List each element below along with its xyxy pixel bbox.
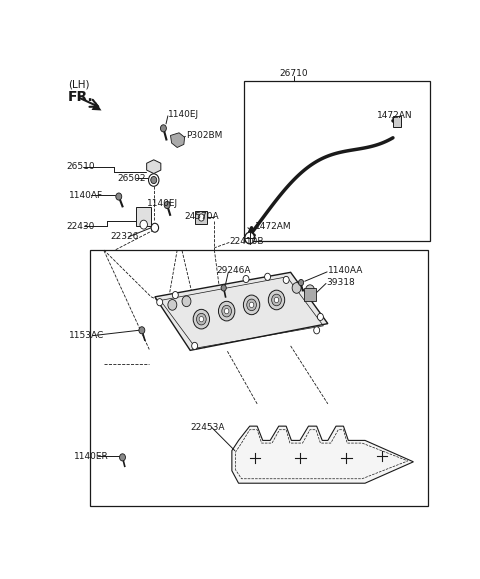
Circle shape — [245, 232, 254, 244]
Circle shape — [172, 291, 178, 299]
Text: 39318: 39318 — [326, 278, 355, 287]
Circle shape — [116, 193, 122, 200]
Circle shape — [264, 273, 271, 280]
Circle shape — [292, 283, 301, 294]
Text: 1140AF: 1140AF — [69, 190, 103, 200]
Text: 1140EJ: 1140EJ — [147, 199, 179, 208]
Text: 1472AM: 1472AM — [255, 222, 292, 232]
Circle shape — [299, 280, 304, 285]
Polygon shape — [232, 426, 413, 483]
Text: 22410B: 22410B — [229, 237, 264, 245]
Circle shape — [151, 223, 158, 232]
Circle shape — [283, 276, 289, 284]
Bar — [136, 207, 151, 226]
Text: 24570A: 24570A — [185, 212, 219, 221]
Circle shape — [196, 313, 206, 325]
Circle shape — [139, 327, 145, 334]
Circle shape — [192, 342, 198, 350]
Circle shape — [268, 290, 285, 310]
Circle shape — [314, 327, 320, 334]
Text: 1140ER: 1140ER — [74, 452, 109, 460]
Text: 26710: 26710 — [279, 69, 308, 78]
Circle shape — [272, 294, 281, 306]
Circle shape — [247, 299, 256, 311]
Circle shape — [148, 174, 159, 186]
Text: P302BM: P302BM — [186, 130, 222, 140]
Text: FR.: FR. — [68, 90, 94, 104]
Circle shape — [182, 296, 191, 307]
Text: 26502: 26502 — [118, 174, 146, 183]
Circle shape — [249, 302, 254, 307]
Polygon shape — [147, 160, 161, 174]
Circle shape — [221, 285, 226, 291]
Circle shape — [225, 309, 229, 314]
Circle shape — [157, 299, 163, 306]
Text: (LH): (LH) — [68, 79, 90, 89]
Circle shape — [243, 276, 249, 283]
Text: 1140AA: 1140AA — [328, 266, 363, 274]
Circle shape — [168, 299, 177, 310]
Text: 22453A: 22453A — [190, 423, 225, 432]
Circle shape — [151, 177, 156, 184]
Bar — [90, 250, 428, 507]
Text: 29246A: 29246A — [216, 266, 251, 276]
Bar — [195, 211, 207, 224]
Circle shape — [164, 201, 170, 208]
Bar — [304, 288, 315, 301]
Circle shape — [274, 297, 279, 303]
Circle shape — [222, 305, 231, 317]
Circle shape — [317, 313, 324, 321]
Text: 1153AC: 1153AC — [69, 331, 105, 340]
Circle shape — [243, 295, 260, 315]
Circle shape — [140, 220, 147, 229]
Circle shape — [120, 454, 125, 461]
Text: 26510: 26510 — [67, 162, 96, 171]
Circle shape — [199, 317, 204, 322]
Polygon shape — [155, 272, 328, 350]
Circle shape — [218, 301, 235, 321]
Circle shape — [160, 124, 167, 132]
Circle shape — [198, 214, 204, 221]
Circle shape — [193, 309, 210, 329]
Bar — [244, 80, 430, 241]
Bar — [393, 116, 401, 127]
Polygon shape — [170, 133, 185, 148]
Text: 22430: 22430 — [67, 222, 95, 231]
Text: 1140EJ: 1140EJ — [168, 109, 199, 119]
Text: 22326: 22326 — [110, 232, 139, 241]
Circle shape — [306, 285, 314, 295]
Text: 1472AN: 1472AN — [377, 111, 413, 120]
